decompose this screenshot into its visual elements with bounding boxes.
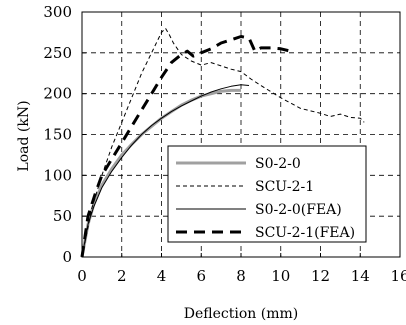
x-tick-label-7: 14 bbox=[351, 267, 370, 285]
y-axis-label: Load (kN) bbox=[16, 100, 32, 171]
series-layer bbox=[80, 27, 365, 258]
x-axis-label: Deflection (mm) bbox=[184, 306, 298, 322]
tick-layer: 0 2 4 6 8 10 12 14 16 0 50 100 150 200 250 300 bbox=[43, 3, 406, 285]
legend-label-scu-2-1-fea: SCU-2-1(FEA) bbox=[255, 225, 355, 241]
x-tick-label-5: 10 bbox=[271, 267, 290, 285]
x-tick-label-6: 12 bbox=[311, 267, 330, 285]
series-line-s0-2-0-fea bbox=[81, 84, 250, 258]
y-tick-label-0: 0 bbox=[62, 248, 72, 266]
x-tick-label-3: 6 bbox=[196, 267, 206, 285]
y-tick-label-3: 150 bbox=[43, 126, 72, 144]
x-tick-label-4: 8 bbox=[236, 267, 246, 285]
x-tick-label-0: 0 bbox=[77, 267, 87, 285]
x-tick-label-8: 16 bbox=[390, 267, 406, 285]
y-tick-label-2: 100 bbox=[43, 166, 72, 184]
series-line-scu-2-1 bbox=[81, 27, 365, 258]
y-tick-label-1: 50 bbox=[53, 207, 72, 225]
y-tick-label-6: 300 bbox=[43, 3, 72, 21]
x-tick-label-2: 4 bbox=[157, 267, 167, 285]
y-tick-label-4: 200 bbox=[43, 85, 72, 103]
x-tick-label-1: 2 bbox=[117, 267, 127, 285]
legend-label-s0-2-0: S0-2-0 bbox=[255, 156, 301, 172]
legend: S0-2-0 SCU-2-1 S0-2-0(FEA) SCU-2-1(FEA) bbox=[167, 145, 367, 243]
series-line-scu-2-1-fea bbox=[80, 35, 292, 258]
legend-label-s0-2-0-fea: S0-2-0(FEA) bbox=[255, 202, 342, 218]
y-tick-label-5: 250 bbox=[43, 44, 72, 62]
legend-label-scu-2-1: SCU-2-1 bbox=[255, 179, 314, 195]
